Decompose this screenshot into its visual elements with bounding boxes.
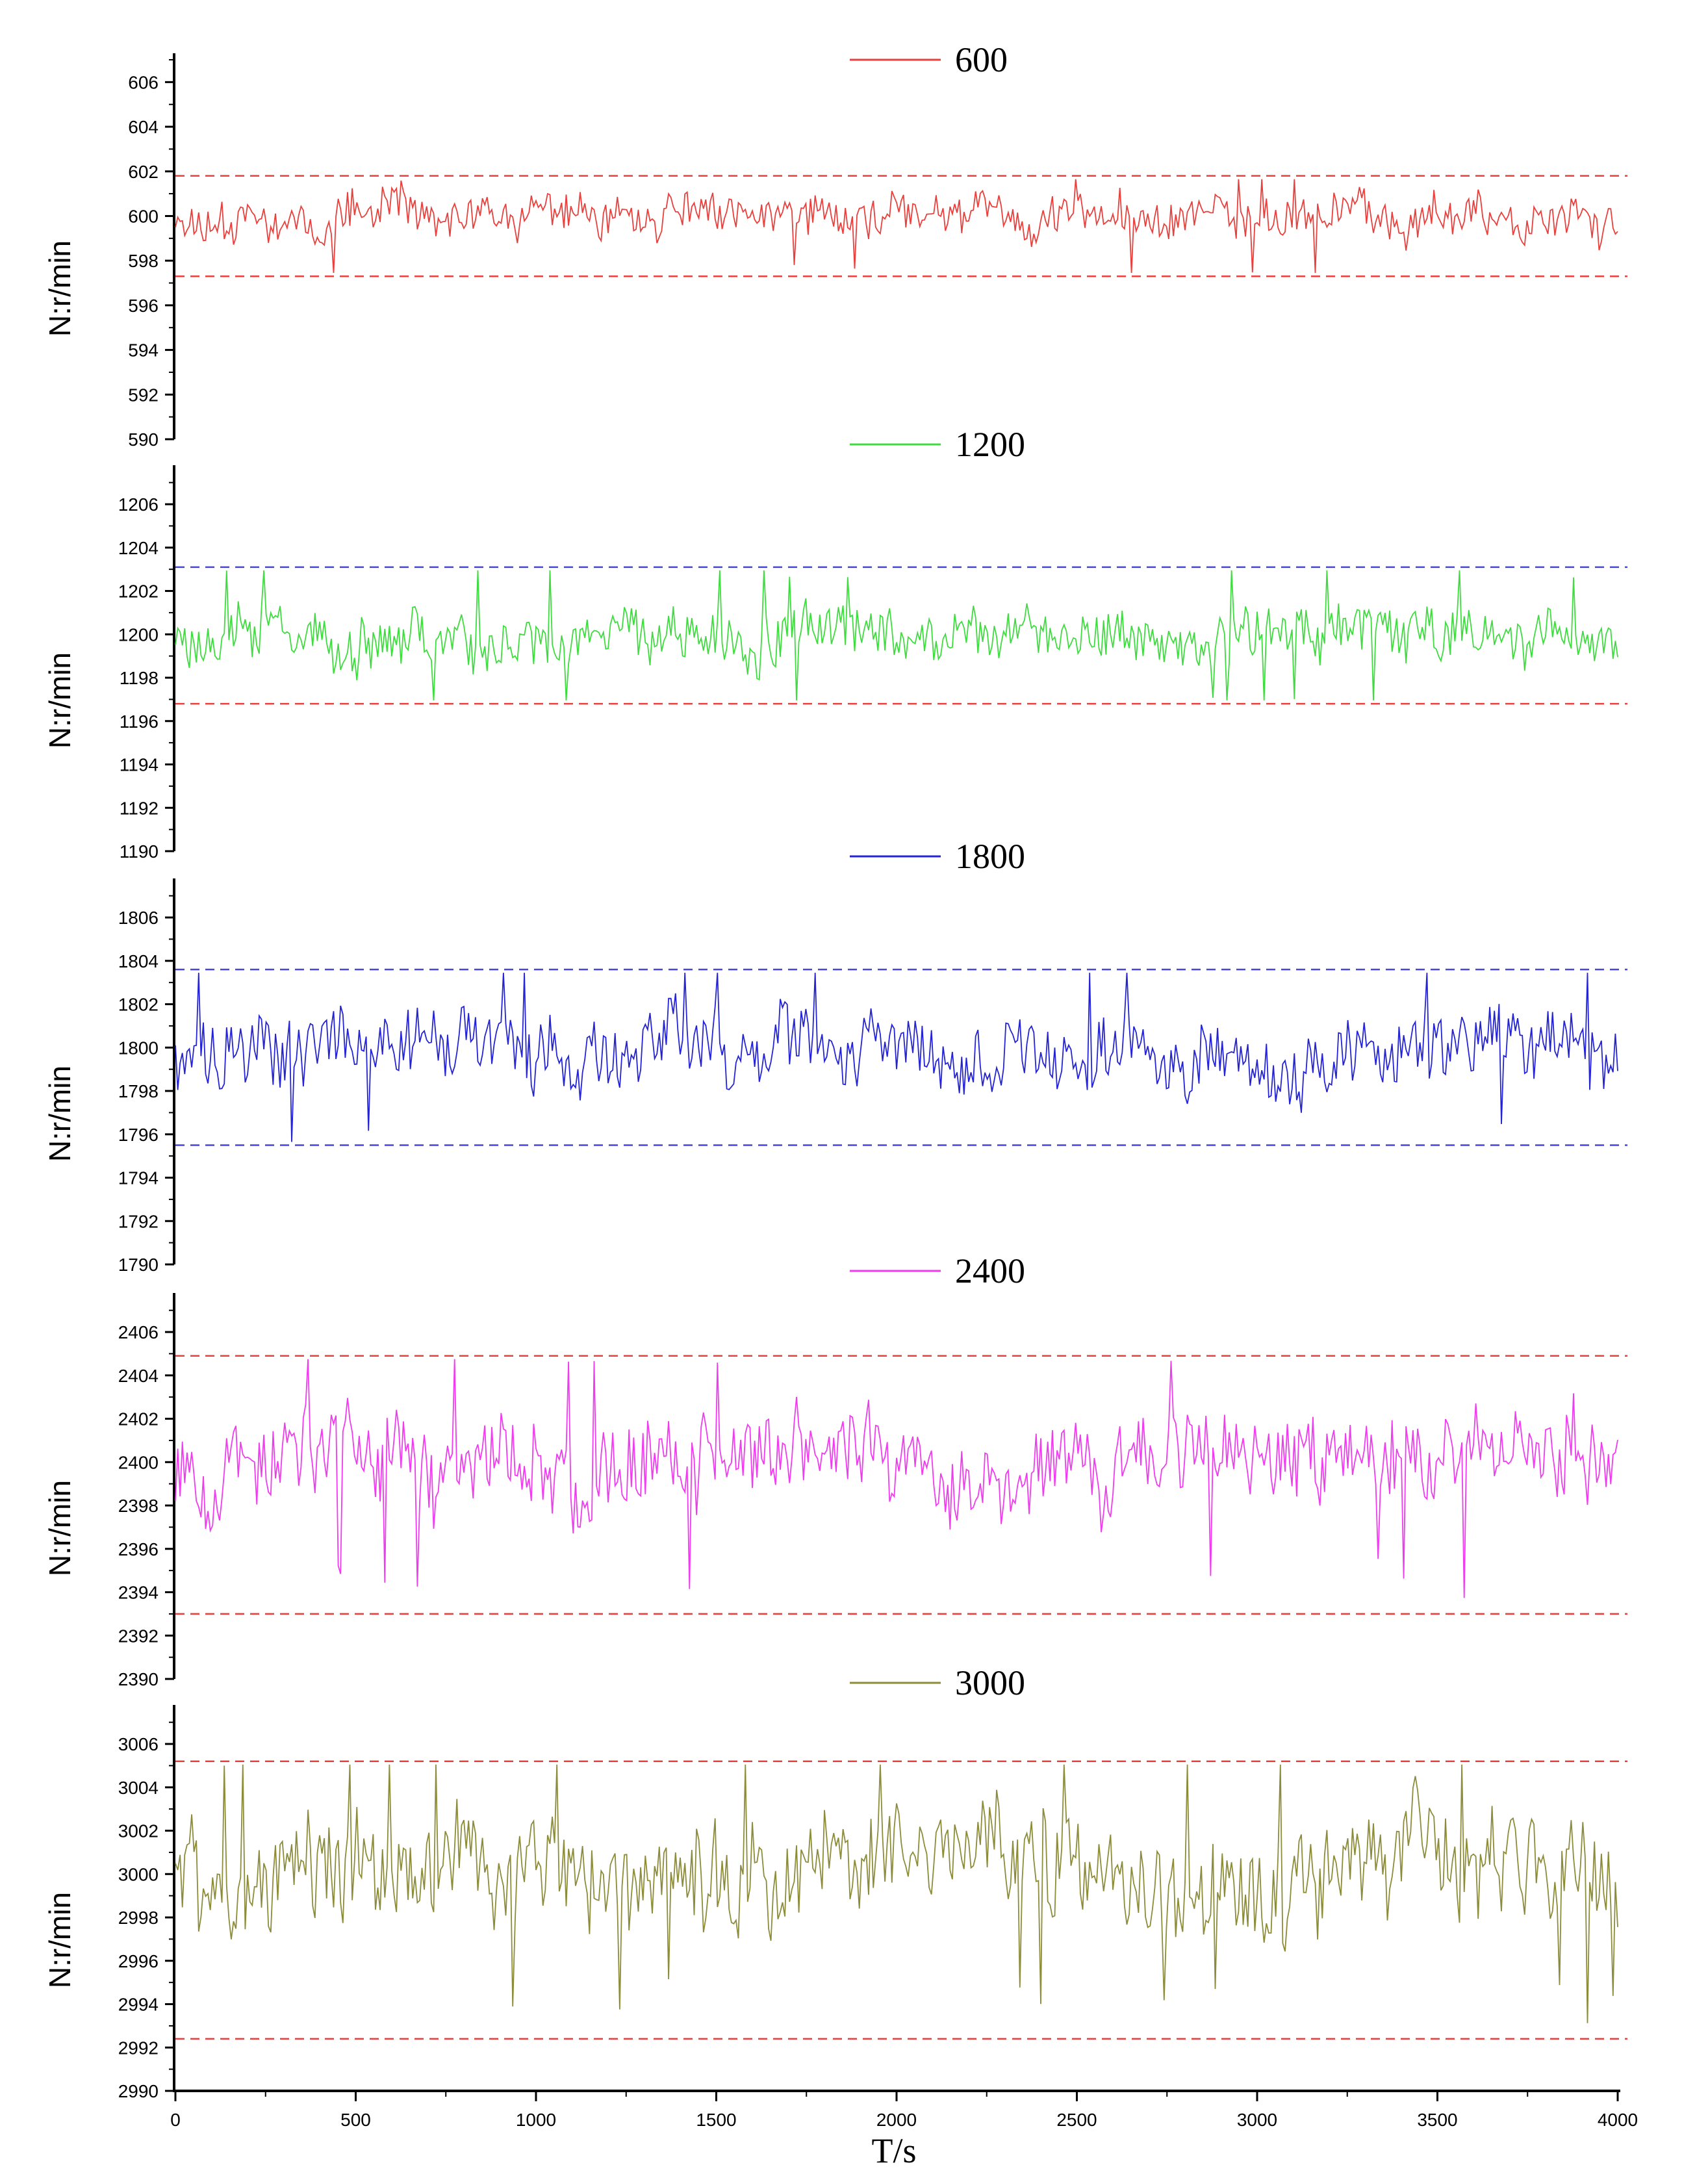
y-tick-label: 2992 <box>118 2038 159 2058</box>
y-tick-label: 2404 <box>118 1366 159 1386</box>
series-line-2400 <box>175 1359 1618 1598</box>
x-tick-label: 2000 <box>876 2110 917 2130</box>
y-tick-label: 2402 <box>118 1409 159 1429</box>
y-tick-label: 2390 <box>118 1669 159 1689</box>
y-tick-label: 2396 <box>118 1539 159 1559</box>
y-axis-label: N:r/min <box>43 1066 77 1162</box>
y-tick-label: 592 <box>128 385 159 405</box>
legend-label: 3000 <box>955 1663 1025 1702</box>
y-axis-label: N:r/min <box>43 1892 77 1988</box>
legend-label: 2400 <box>955 1251 1025 1290</box>
y-tick-label: 1794 <box>118 1168 159 1188</box>
x-tick-label: 0 <box>170 2110 181 2130</box>
y-tick-label: 3000 <box>118 1864 159 1884</box>
y-tick-label: 1806 <box>118 908 159 928</box>
y-tick-label: 1192 <box>120 798 159 818</box>
y-tick-label: 1196 <box>120 711 159 732</box>
y-tick-label: 1792 <box>118 1211 159 1231</box>
panel-600: 590 592 594 596 598 600 602 604 606 N:r/min 600 <box>43 40 1627 450</box>
y-axis-label: N:r/min <box>43 240 77 337</box>
y-tick-label: 1204 <box>118 538 159 558</box>
x-axis: 0 500 1000 1500 2000 2500 3000 3500 4000 <box>170 2090 1638 2130</box>
y-tick-label: 598 <box>128 251 159 271</box>
y-tick-label: 2994 <box>118 1995 159 2015</box>
x-axis-label: T/s <box>871 2131 916 2170</box>
y-tick-label: 602 <box>128 162 159 182</box>
y-axis-label: N:r/min <box>43 1480 77 1576</box>
panel-2400: 2390 2392 2394 2396 2398 2400 2402 2404 2406 N:r/… <box>43 1251 1627 1689</box>
y-tick-label: 1200 <box>118 624 159 645</box>
y-tick-label: 2998 <box>118 1908 159 1928</box>
y-tick-label: 1804 <box>118 951 159 971</box>
panel-1800: 1790 1792 1794 1796 1798 1800 1802 1804 1806 N:r/… <box>43 837 1627 1275</box>
legend-label: 1800 <box>955 837 1025 876</box>
y-axis-label: N:r/min <box>43 652 77 749</box>
y-tick-label: 1802 <box>118 995 159 1015</box>
y-tick-label: 2990 <box>118 2081 159 2101</box>
x-tick-label: 4000 <box>1598 2110 1638 2130</box>
y-tick-label: 1194 <box>120 755 159 775</box>
y-tick-label: 596 <box>128 296 159 316</box>
x-tick-label: 1500 <box>696 2110 736 2130</box>
y-tick-label: 1198 <box>120 668 159 688</box>
legend-label: 1200 <box>955 425 1025 464</box>
y-tick-label: 600 <box>128 206 159 226</box>
y-tick-label: 2996 <box>118 1951 159 1971</box>
y-tick-label: 2392 <box>118 1626 159 1646</box>
x-tick-label: 500 <box>340 2110 371 2130</box>
x-tick-label: 2500 <box>1056 2110 1097 2130</box>
y-tick-label: 594 <box>128 340 159 361</box>
y-tick-label: 2406 <box>118 1322 159 1342</box>
y-tick-label: 3004 <box>118 1778 159 1798</box>
series-line-1200 <box>175 570 1618 701</box>
y-tick-label: 1206 <box>118 494 159 515</box>
y-tick-label: 3006 <box>118 1734 159 1754</box>
series-line-600 <box>175 179 1618 274</box>
y-tick-label: 2398 <box>118 1496 159 1516</box>
y-tick-label: 1800 <box>118 1038 159 1058</box>
y-tick-label: 590 <box>128 429 159 450</box>
y-tick-label: 604 <box>128 117 159 137</box>
y-tick-label: 1796 <box>118 1125 159 1145</box>
y-tick-label: 2400 <box>118 1452 159 1472</box>
x-tick-label: 1000 <box>516 2110 556 2130</box>
chart-panels: 590 592 594 596 598 600 602 604 606 N:r/min 600 119… <box>43 40 1627 2101</box>
panel-3000: 2990 2992 2994 2996 2998 3000 3002 3004 3006 N:r/… <box>43 1663 1627 2101</box>
x-tick-label: 3000 <box>1237 2110 1277 2130</box>
y-tick-label: 3002 <box>118 1821 159 1841</box>
y-tick-label: 2394 <box>118 1583 159 1603</box>
x-tick-label: 3500 <box>1417 2110 1457 2130</box>
y-tick-label: 1790 <box>118 1255 159 1275</box>
legend-label: 600 <box>955 40 1008 79</box>
y-tick-label: 1190 <box>120 841 159 862</box>
panel-1200: 1190 1192 1194 1196 1198 1200 1202 1204 1206 N:r/… <box>43 425 1627 862</box>
y-tick-label: 1798 <box>118 1081 159 1101</box>
series-line-3000 <box>175 1764 1618 2023</box>
y-tick-label: 1202 <box>118 582 159 602</box>
series-line-1800 <box>175 973 1618 1142</box>
y-tick-label: 606 <box>128 72 159 92</box>
